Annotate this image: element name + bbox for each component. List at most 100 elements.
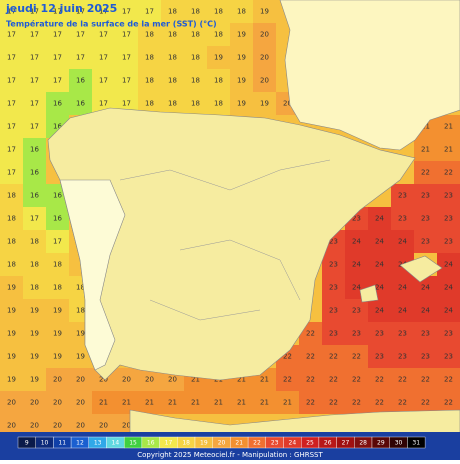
sst-value: 24 <box>352 284 361 292</box>
sst-value: 20 <box>283 100 292 108</box>
sst-value: 18 <box>7 215 16 223</box>
legend-label: 26 <box>324 440 332 447</box>
sst-value: 17 <box>99 100 108 108</box>
sst-cell <box>138 92 161 115</box>
sst-value: 22 <box>329 353 338 361</box>
sst-cell <box>437 207 460 230</box>
sst-value: 17 <box>122 31 131 39</box>
sst-value: 21 <box>145 399 154 407</box>
sst-value: 18 <box>30 261 39 269</box>
sst-value: 19 <box>7 376 16 384</box>
sst-value: 23 <box>329 261 338 269</box>
sst-value: 18 <box>30 284 39 292</box>
sst-cell <box>184 0 207 23</box>
sst-cell <box>115 46 138 69</box>
sst-value: 24 <box>398 307 407 315</box>
sst-cell <box>230 69 253 92</box>
sst-cell <box>230 46 253 69</box>
legend-label: 20 <box>218 440 226 447</box>
sst-cell <box>46 276 69 299</box>
sst-cell <box>23 115 46 138</box>
sst-value: 24 <box>444 284 453 292</box>
sst-value: 20 <box>260 77 269 85</box>
sst-cell <box>299 345 322 368</box>
sst-value: 20 <box>30 399 39 407</box>
sst-cell <box>322 322 345 345</box>
border <box>179 239 301 301</box>
sst-cell <box>345 322 368 345</box>
sst-value: 21 <box>191 376 200 384</box>
sst-cell <box>69 92 92 115</box>
sst-cell <box>0 115 23 138</box>
sst-value: 20 <box>53 422 62 430</box>
sst-cell <box>23 299 46 322</box>
legend-label: 14 <box>112 440 120 447</box>
sst-cell <box>0 253 23 276</box>
sst-cell <box>184 391 207 414</box>
legend-swatch <box>407 436 426 449</box>
sst-cell <box>115 368 138 391</box>
sst-value: 22 <box>444 169 453 177</box>
sst-value: 21 <box>421 123 430 131</box>
sst-cell <box>414 230 437 253</box>
sst-value: 22 <box>283 376 292 384</box>
copyright: Copyright 2025 Meteociel.fr - Manipulati… <box>137 451 323 459</box>
sst-cell <box>23 368 46 391</box>
sst-value: 24 <box>398 238 407 246</box>
sst-cell <box>437 345 460 368</box>
sst-value: 18 <box>214 77 223 85</box>
sst-value: 23 <box>398 215 407 223</box>
sst-cell <box>0 184 23 207</box>
sst-value: 20 <box>53 376 62 384</box>
sst-value: 21 <box>444 146 453 154</box>
sst-value: 19 <box>30 330 39 338</box>
sst-cell <box>414 161 437 184</box>
sst-value: 21 <box>237 376 246 384</box>
sst-value: 19 <box>214 54 223 62</box>
sst-cell <box>46 322 69 345</box>
sst-value: 21 <box>214 399 223 407</box>
sst-value: 21 <box>237 399 246 407</box>
sst-cell <box>0 414 23 437</box>
sst-cell <box>46 230 69 253</box>
sst-value: 17 <box>99 77 108 85</box>
sst-cell <box>437 115 460 138</box>
sst-value: 20 <box>260 54 269 62</box>
sst-cell <box>0 161 23 184</box>
sst-cell <box>69 46 92 69</box>
sst-value: 17 <box>76 31 85 39</box>
sst-cell <box>69 391 92 414</box>
sst-value: 18 <box>168 77 177 85</box>
sst-value: 22 <box>352 376 361 384</box>
title: jeudi 12 juin 2025 <box>5 2 117 15</box>
sst-cell <box>0 69 23 92</box>
legend-label: 19 <box>200 440 208 447</box>
sst-value: 16 <box>30 146 39 154</box>
sst-value: 17 <box>30 100 39 108</box>
sst-cell <box>230 92 253 115</box>
sst-value: 22 <box>398 376 407 384</box>
mallorca <box>399 255 443 283</box>
sst-value: 19 <box>53 353 62 361</box>
sst-cell <box>207 23 230 46</box>
sst-value: 23 <box>444 330 453 338</box>
sst-cell <box>391 276 414 299</box>
sst-value: 19 <box>237 54 246 62</box>
sst-cell <box>92 414 115 437</box>
sst-value: 17 <box>30 215 39 223</box>
sst-value: 24 <box>444 307 453 315</box>
sst-value: 19 <box>7 353 16 361</box>
sst-value: 17 <box>7 31 16 39</box>
sst-cell <box>92 23 115 46</box>
sst-cell <box>46 207 69 230</box>
sst-cell <box>391 368 414 391</box>
sst-value: 20 <box>168 376 177 384</box>
legend-label: 15 <box>129 440 137 447</box>
sst-cell <box>437 161 460 184</box>
sst-cell <box>184 69 207 92</box>
sst-cell <box>437 391 460 414</box>
sst-cell <box>0 345 23 368</box>
sst-value: 21 <box>283 399 292 407</box>
sst-cell <box>253 0 276 23</box>
sst-value: 19 <box>30 307 39 315</box>
